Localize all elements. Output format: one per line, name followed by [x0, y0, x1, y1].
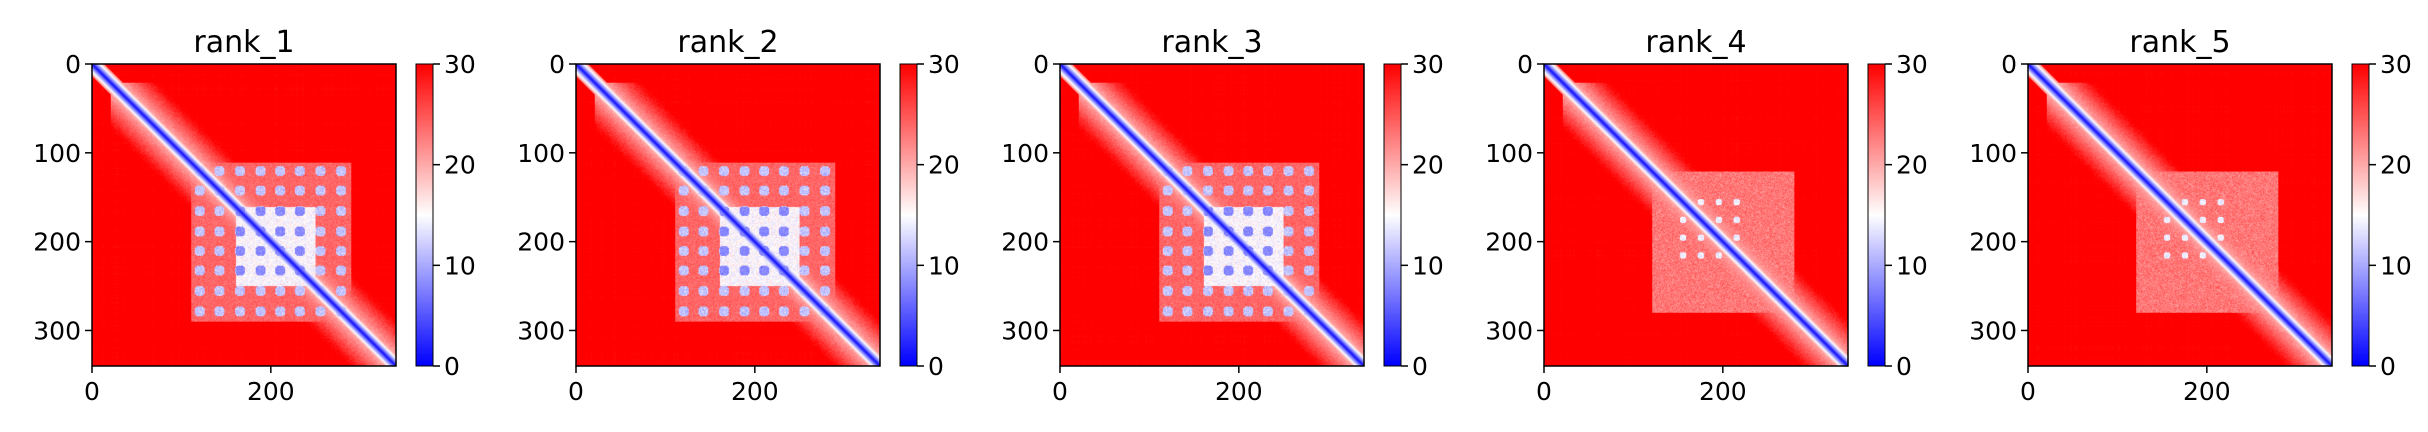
panel-title: rank_1	[193, 25, 294, 60]
y-tick-label: 200	[1969, 228, 2017, 257]
colorbar-tick-label: 20	[444, 151, 476, 180]
colorbar	[1384, 64, 1401, 366]
colorbar-tick-label: 0	[2380, 352, 2396, 381]
colorbar-frame	[1383, 63, 1402, 367]
colorbar-tick-label: 30	[444, 50, 476, 79]
y-tick-label: 100	[517, 139, 565, 168]
y-tick-label: 200	[517, 228, 565, 257]
colorbar-tick-label: 0	[1896, 352, 1912, 381]
y-tick-label: 300	[517, 316, 565, 345]
colorbar-tick-label: 20	[1412, 151, 1444, 180]
y-tick-label: 0	[1033, 50, 1049, 79]
colorbar	[2352, 64, 2369, 366]
x-tick-label: 200	[247, 377, 295, 406]
colorbar-tick-label: 20	[1896, 151, 1928, 180]
colorbar-tick-label: 30	[2380, 50, 2412, 79]
colorbar-frame	[899, 63, 918, 367]
x-tick-label: 0	[1536, 377, 1552, 406]
colorbar-frame	[415, 63, 434, 367]
y-tick-label: 300	[33, 316, 81, 345]
axes-frame	[1059, 63, 1365, 367]
y-tick-label: 100	[1969, 139, 2017, 168]
heatmap-image	[2028, 64, 2332, 366]
panel-title: rank_5	[2129, 25, 2230, 60]
colorbar	[416, 64, 433, 366]
y-tick-label: 300	[1485, 316, 1533, 345]
y-tick-label: 300	[1001, 316, 1049, 345]
axes-frame	[2027, 63, 2333, 367]
colorbar-frame	[1867, 63, 1886, 367]
x-tick-label: 0	[84, 377, 100, 406]
x-tick-label: 0	[568, 377, 584, 406]
panel-2: rank_2 0 100 200 300 0 200 0 10 20 30	[517, 25, 960, 406]
y-tick-label: 0	[1517, 50, 1533, 79]
colorbar	[1868, 64, 1885, 366]
colorbar-tick-label: 30	[928, 50, 960, 79]
panel-title: rank_3	[1161, 25, 1262, 60]
y-tick-label: 200	[1485, 228, 1533, 257]
heatmap-image	[576, 64, 880, 366]
panel-4: rank_4 0 100 200 300 0 200 0 10 20 30	[1485, 25, 1928, 406]
y-tick-label: 100	[1485, 139, 1533, 168]
colorbar-tick-label: 30	[1896, 50, 1928, 79]
axes-frame	[1543, 63, 1849, 367]
x-tick-label: 200	[1699, 377, 1747, 406]
y-tick-label: 0	[65, 50, 81, 79]
colorbar-tick-label: 20	[928, 151, 960, 180]
panel-1: rank_1 0 100 200 300 0 200 0 10 20 30	[33, 25, 476, 406]
colorbar-tick-label: 30	[1412, 50, 1444, 79]
colorbar-tick-label: 10	[1896, 251, 1928, 280]
panel-title: rank_4	[1645, 25, 1746, 60]
colorbar	[900, 64, 917, 366]
y-tick-label: 200	[33, 228, 81, 257]
heatmap-image	[1544, 64, 1848, 366]
x-tick-label: 200	[1215, 377, 1263, 406]
heatmap-image	[92, 64, 396, 366]
heatmap-image	[1060, 64, 1364, 366]
colorbar-tick-label: 0	[928, 352, 944, 381]
colorbar-tick-label: 10	[2380, 251, 2412, 280]
colorbar-tick-label: 0	[444, 352, 460, 381]
colorbar-tick-label: 20	[2380, 151, 2412, 180]
y-tick-label: 0	[2001, 50, 2017, 79]
x-tick-label: 0	[2020, 377, 2036, 406]
y-tick-label: 200	[1001, 228, 1049, 257]
x-tick-label: 200	[731, 377, 779, 406]
colorbar-tick-label: 10	[928, 251, 960, 280]
y-tick-label: 0	[549, 50, 565, 79]
panel-title: rank_2	[677, 25, 778, 60]
panel-3: rank_3 0 100 200 300 0 200 0 10 20 30	[1001, 25, 1444, 406]
x-tick-label: 200	[2183, 377, 2231, 406]
colorbar-tick-label: 0	[1412, 352, 1428, 381]
y-tick-label: 300	[1969, 316, 2017, 345]
axes-frame	[575, 63, 881, 367]
panel-5: rank_5 0 100 200 300 0 200 0 10 20 30	[1969, 25, 2412, 406]
y-tick-label: 100	[33, 139, 81, 168]
colorbar-tick-label: 10	[444, 251, 476, 280]
colorbar-tick-label: 10	[1412, 251, 1444, 280]
x-tick-label: 0	[1052, 377, 1068, 406]
y-tick-label: 100	[1001, 139, 1049, 168]
colorbar-frame	[2351, 63, 2370, 367]
axes-frame	[91, 63, 397, 367]
